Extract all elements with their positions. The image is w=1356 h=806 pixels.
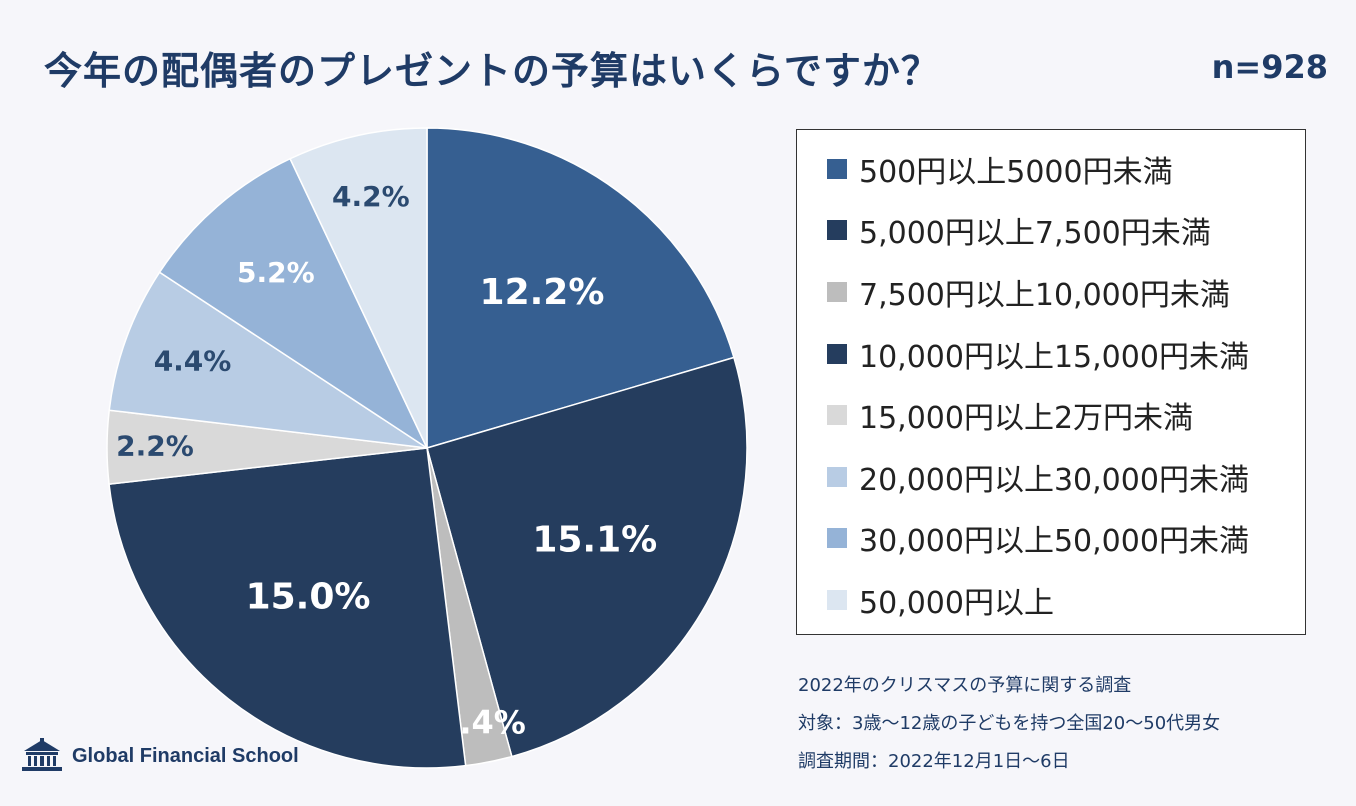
slice-value-label: 15.0% [246, 577, 371, 618]
legend-item: 15,000円以上2万円未満 [797, 384, 1305, 446]
legend-swatch [827, 589, 847, 610]
legend-label: 15,000円以上2万円未満 [859, 401, 1194, 437]
school-building-icon [22, 738, 62, 771]
slice-value-label: 2.2% [116, 429, 194, 462]
slice-value-label: 5.2% [237, 256, 315, 289]
legend-swatch [827, 158, 847, 179]
legend-label: 20,000円以上30,000円未満 [859, 462, 1249, 498]
pie-slice [158, 157, 429, 451]
chart-legend: 500円以上5000円未満 5,000円以上7,500円未満 7,500円以上10,… [796, 129, 1306, 635]
pie-slice [108, 447, 467, 769]
logo-text: Global Financial School [72, 744, 299, 767]
legend-label: 50,000円以上 [859, 585, 1054, 621]
company-logo: Global Financial School [20, 738, 299, 774]
survey-name-note: 2022年のクリスマスの予算に関する調査 [798, 675, 1132, 696]
legend-label: 30,000円以上50,000円未満 [859, 524, 1249, 560]
pie-slice [108, 271, 428, 449]
legend-item: 7,500円以上10,000円未満 [797, 261, 1305, 323]
slice-value-label: 4.2% [332, 180, 410, 213]
legend-item: 50,000円以上 [797, 569, 1305, 631]
legend-swatch [827, 281, 847, 302]
pie-slice [289, 127, 428, 449]
legend-item: 30,000円以上50,000円未満 [797, 508, 1305, 570]
slice-value-label: 12.2% [480, 272, 605, 313]
legend-swatch [827, 220, 847, 241]
legend-label: 5,000円以上7,500円未満 [859, 216, 1211, 252]
legend-item: 10,000円以上15,000円未満 [797, 323, 1305, 385]
survey-period-note: 調査期間：2022年12月1日〜6日 [798, 751, 1070, 772]
sample-size-label: n=928 [1211, 48, 1328, 86]
survey-notes: 2022年のクリスマスの予算に関する調査 対象：3歳〜12歳の子どもを持つ全国2… [798, 672, 1220, 786]
slice-value-label: 15.1% [532, 519, 657, 560]
legend-swatch [827, 528, 847, 549]
legend-item: 20,000円以上30,000円未満 [797, 446, 1305, 508]
legend-label: 500円以上5000円未満 [859, 154, 1173, 190]
pie-slice [426, 356, 748, 758]
legend-swatch [827, 466, 847, 487]
legend-item: 5,000円以上7,500円未満 [797, 200, 1305, 262]
legend-swatch [827, 405, 847, 426]
slice-value-label: 4.4% [154, 344, 232, 377]
survey-target-note: 対象：3歳〜12歳の子どもを持つ全国20〜50代男女 [798, 713, 1221, 734]
pie-slice [426, 127, 735, 450]
legend-item: 500円以上5000円未満 [797, 138, 1305, 200]
legend-swatch [827, 343, 847, 364]
legend-label: 7,500円以上10,000円未満 [859, 277, 1230, 313]
chart-title: 今年の配偶者のプレゼントの予算はいくらですか？ [44, 49, 940, 93]
legend-label: 10,000円以上15,000円未満 [859, 339, 1249, 375]
